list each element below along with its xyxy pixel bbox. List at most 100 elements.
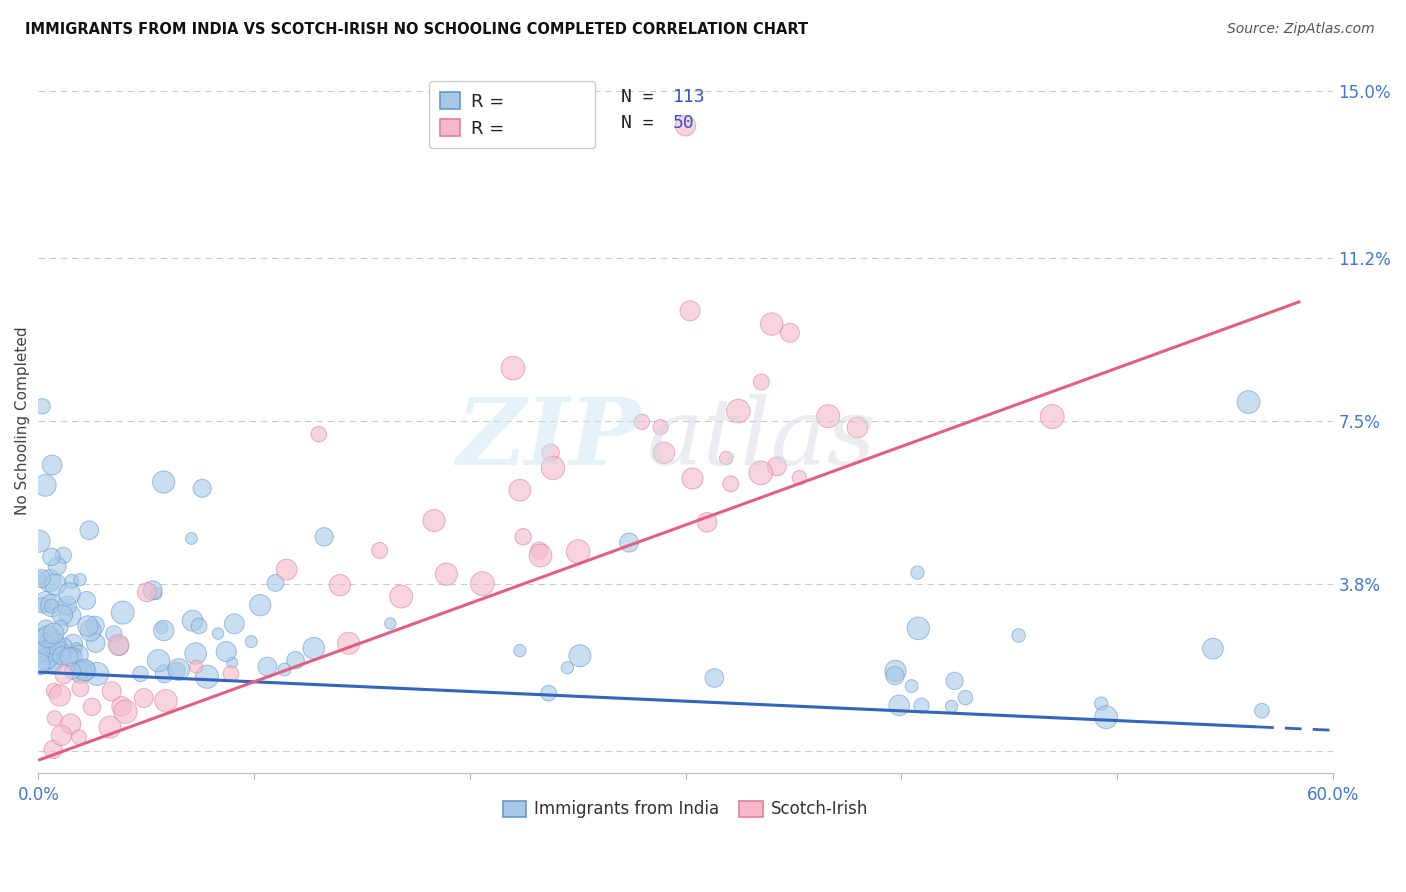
Point xyxy=(195,670,218,684)
Point xyxy=(696,516,718,530)
Point xyxy=(527,543,550,558)
Point xyxy=(703,671,725,685)
Point xyxy=(529,549,551,563)
Point xyxy=(44,644,66,658)
Point xyxy=(188,619,211,633)
Point xyxy=(108,639,131,653)
Point xyxy=(329,578,352,592)
Point xyxy=(900,679,922,693)
Point xyxy=(276,563,298,577)
Point xyxy=(35,622,58,636)
Point xyxy=(42,626,65,640)
Point xyxy=(34,478,56,492)
Point xyxy=(907,621,929,635)
Point xyxy=(107,638,129,652)
Point xyxy=(509,483,531,498)
Point xyxy=(184,647,207,661)
Point xyxy=(42,683,65,698)
Point xyxy=(540,446,562,460)
Point xyxy=(749,466,772,480)
Point xyxy=(389,590,412,604)
Point xyxy=(35,633,58,648)
Point xyxy=(779,326,801,340)
Point xyxy=(75,664,97,678)
Point xyxy=(28,534,51,549)
Point xyxy=(650,420,672,434)
Point xyxy=(67,648,90,662)
Point xyxy=(337,636,360,650)
Point xyxy=(30,630,52,644)
Point xyxy=(166,664,188,678)
Point xyxy=(1095,710,1118,724)
Point xyxy=(219,666,242,681)
Text: N =: N = xyxy=(621,114,654,132)
Point xyxy=(761,317,783,331)
Point xyxy=(103,627,125,641)
Point xyxy=(42,742,65,756)
Point xyxy=(39,643,62,657)
Point xyxy=(817,409,839,424)
Point xyxy=(44,711,66,725)
Point xyxy=(111,606,134,620)
Point xyxy=(98,720,121,734)
Point xyxy=(1007,628,1029,642)
Point xyxy=(28,657,51,671)
Point xyxy=(44,637,66,651)
Point xyxy=(38,639,60,653)
Point xyxy=(84,618,107,632)
Text: atlas: atlas xyxy=(647,393,876,483)
Point xyxy=(180,532,202,546)
Point xyxy=(86,667,108,681)
Point xyxy=(80,699,103,714)
Point xyxy=(423,514,446,528)
Point xyxy=(889,698,911,713)
Point xyxy=(69,681,91,696)
Point xyxy=(681,471,703,485)
Point xyxy=(249,598,271,612)
Point xyxy=(28,655,51,669)
Point xyxy=(884,664,907,678)
Point xyxy=(727,404,749,418)
Point xyxy=(38,574,60,588)
Point xyxy=(907,566,929,580)
Point xyxy=(28,645,51,659)
Point xyxy=(155,694,177,708)
Text: 50: 50 xyxy=(672,114,695,132)
Point xyxy=(51,728,73,742)
Point xyxy=(846,420,869,434)
Text: R =: R = xyxy=(437,87,470,105)
Point xyxy=(142,583,165,598)
Point xyxy=(35,595,58,609)
Point xyxy=(714,451,737,466)
Point xyxy=(541,461,564,475)
Point xyxy=(308,427,330,442)
Point xyxy=(49,689,72,703)
Point xyxy=(273,663,295,677)
Point xyxy=(568,648,591,663)
Point xyxy=(62,649,84,664)
Point xyxy=(67,730,90,744)
Point xyxy=(537,686,560,700)
Point xyxy=(100,684,122,698)
Point xyxy=(631,415,654,429)
Point xyxy=(191,481,214,495)
Point xyxy=(58,649,80,664)
Point xyxy=(1090,697,1112,711)
Text: 113: 113 xyxy=(672,87,706,105)
Point xyxy=(42,632,65,647)
Point xyxy=(69,573,91,587)
Point xyxy=(42,658,65,673)
Point xyxy=(65,641,87,656)
Point xyxy=(675,119,697,133)
Point xyxy=(44,577,66,591)
Point xyxy=(37,630,59,644)
Point xyxy=(679,303,702,318)
Point xyxy=(910,698,932,713)
Point xyxy=(76,593,98,607)
Point xyxy=(186,659,208,673)
Point xyxy=(38,644,60,658)
Point xyxy=(58,586,80,600)
Point xyxy=(955,690,977,705)
Text: ZIP: ZIP xyxy=(456,393,640,483)
Point xyxy=(41,599,63,614)
